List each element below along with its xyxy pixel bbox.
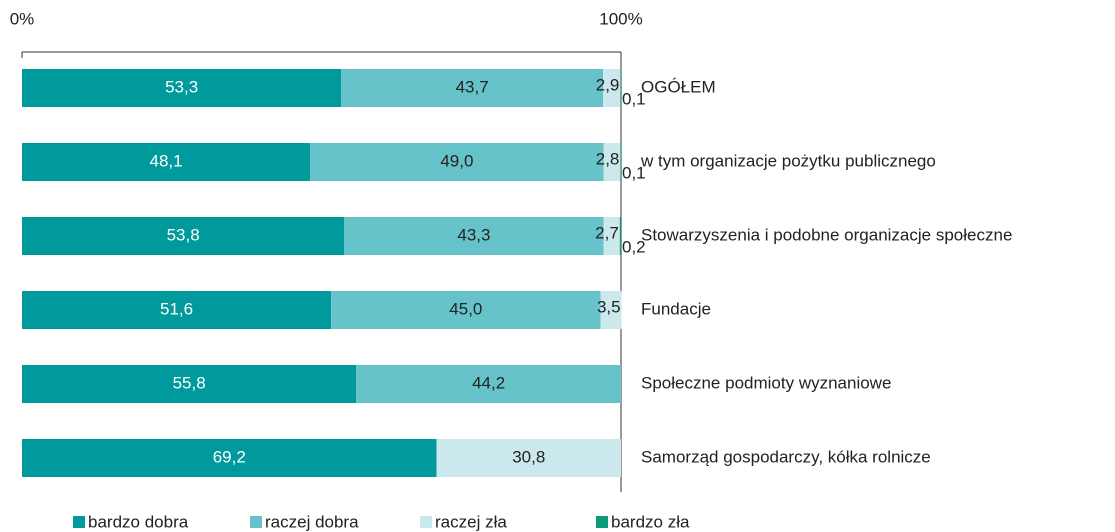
value-label: 0,2: [622, 237, 646, 256]
legend-swatch: [420, 516, 432, 528]
category-label: w tym organizacje pożytku publicznego: [640, 151, 936, 170]
bar-segment: [356, 365, 621, 403]
legend-swatch: [73, 516, 85, 528]
value-label: 53,3: [165, 77, 198, 96]
x-tick-label: 100%: [599, 9, 642, 28]
x-tick-label: 0%: [10, 9, 35, 28]
bar-segment: [22, 69, 342, 107]
bar-segment: [619, 217, 621, 255]
category-label: Samorząd gospodarczy, kółka rolnicze: [641, 447, 931, 466]
bar-segment: [603, 69, 621, 107]
value-label: 69,2: [213, 447, 246, 466]
value-label: 2,9: [596, 75, 620, 94]
legend-label: raczej zła: [435, 512, 507, 531]
value-label: 49,0: [440, 151, 473, 170]
value-label: 30,8: [512, 447, 545, 466]
value-label: 55,8: [173, 373, 206, 392]
bar-segment: [331, 291, 601, 329]
bar-segment: [620, 143, 621, 181]
value-label: 3,5: [597, 297, 621, 316]
value-label: 0,1: [622, 89, 646, 108]
legend-label: raczej dobra: [265, 512, 359, 531]
bar-segment: [341, 69, 604, 107]
legend-label: bardzo dobra: [88, 512, 189, 531]
bar-segment: [344, 217, 604, 255]
bar-segment: [22, 439, 437, 477]
bar-segment: [310, 143, 604, 181]
category-label: Fundacje: [641, 299, 711, 318]
value-label: 53,8: [167, 225, 200, 244]
value-label: 0,1: [622, 163, 646, 182]
bar-segment: [22, 291, 332, 329]
bar-segment: [620, 69, 621, 107]
bar-segment: [22, 143, 311, 181]
bar-segment: [603, 217, 620, 255]
bar-segment: [22, 217, 345, 255]
value-label: 43,7: [456, 77, 489, 96]
category-label: Społeczne podmioty wyznaniowe: [641, 373, 891, 392]
value-label: 2,8: [596, 149, 620, 168]
value-label: 48,1: [150, 151, 183, 170]
legend-swatch: [250, 516, 262, 528]
bar-segment: [436, 439, 621, 477]
legend-label: bardzo zła: [611, 512, 690, 531]
value-label: 45,0: [449, 299, 482, 318]
bar-segment: [22, 365, 357, 403]
value-label: 2,7: [595, 223, 619, 242]
legend-swatch: [596, 516, 608, 528]
category-label: OGÓŁEM: [641, 77, 716, 96]
bar-segment: [600, 291, 622, 329]
bar-segment: [603, 143, 621, 181]
value-label: 44,2: [472, 373, 505, 392]
category-label: Stowarzyszenia i podobne organizacje spo…: [641, 225, 1012, 244]
value-label: 51,6: [160, 299, 193, 318]
value-label: 43,3: [457, 225, 490, 244]
